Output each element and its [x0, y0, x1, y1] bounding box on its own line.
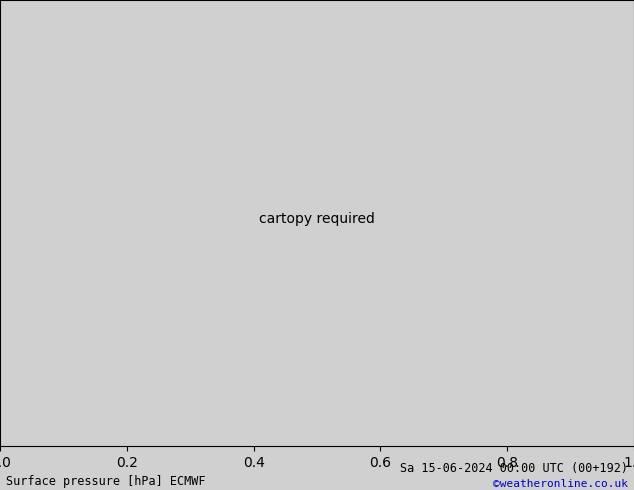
Text: Sa 15-06-2024 00:00 UTC (00+192): Sa 15-06-2024 00:00 UTC (00+192) [399, 462, 628, 475]
Text: cartopy required: cartopy required [259, 212, 375, 226]
Text: Surface pressure [hPa] ECMWF: Surface pressure [hPa] ECMWF [6, 474, 206, 488]
Text: ©weatheronline.co.uk: ©weatheronline.co.uk [493, 479, 628, 489]
